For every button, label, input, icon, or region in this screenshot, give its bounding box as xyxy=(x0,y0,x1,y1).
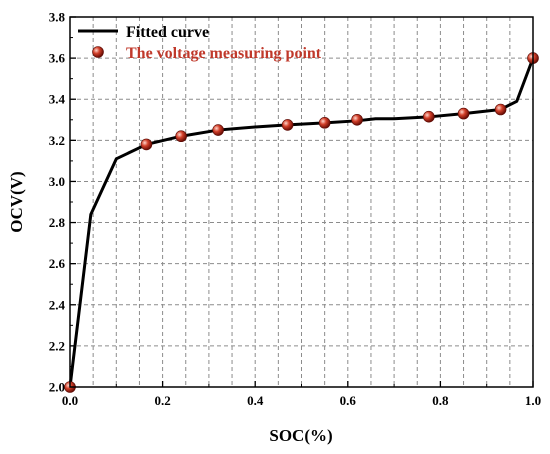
y-tick-label: 2.0 xyxy=(49,380,65,395)
legend-point-swatch xyxy=(92,46,104,58)
voltage-measuring-point xyxy=(175,130,187,143)
legend-label-voltage-point: The voltage measuring point xyxy=(126,45,322,62)
x-tick-label: 0.4 xyxy=(247,393,264,408)
voltage-measuring-point xyxy=(423,110,435,123)
x-tick-label: 0.2 xyxy=(154,393,170,408)
x-tick-label: 0.8 xyxy=(432,393,449,408)
x-axis-title: SOC(%) xyxy=(269,426,332,445)
y-tick-label: 2.6 xyxy=(49,256,66,271)
voltage-measuring-point xyxy=(494,103,507,116)
x-tick-label: 0.6 xyxy=(340,393,357,408)
x-tick-label: 1.0 xyxy=(525,393,541,408)
y-axis-title: OCV(V) xyxy=(7,171,26,232)
y-tick-label: 2.4 xyxy=(49,297,66,312)
plot-frame xyxy=(69,16,534,388)
y-tick-label: 3.8 xyxy=(49,10,66,25)
y-tick-label: 3.0 xyxy=(49,174,65,189)
y-tick-label: 3.2 xyxy=(49,133,65,148)
legend: Fitted curve The voltage measuring point xyxy=(78,24,322,62)
y-tick-label: 3.6 xyxy=(49,51,66,66)
x-tick-label: 0.0 xyxy=(62,393,78,408)
voltage-measuring-point xyxy=(212,124,224,136)
voltage-measuring-point xyxy=(457,107,470,120)
y-axis-ticks: 2.0 2.2 2.4 2.6 2.8 3.0 3.2 3.4 3.6 3.8 xyxy=(49,10,76,395)
voltage-measuring-point xyxy=(281,119,294,131)
y-tick-label: 2.2 xyxy=(49,338,65,353)
voltage-measuring-point xyxy=(140,138,153,151)
voltage-measuring-point xyxy=(351,113,363,126)
y-tick-label: 2.8 xyxy=(49,215,66,230)
y-tick-label: 3.4 xyxy=(49,92,66,107)
grid xyxy=(70,17,533,387)
voltage-measuring-point xyxy=(318,117,331,129)
legend-label-fitted-curve: Fitted curve xyxy=(126,24,209,41)
